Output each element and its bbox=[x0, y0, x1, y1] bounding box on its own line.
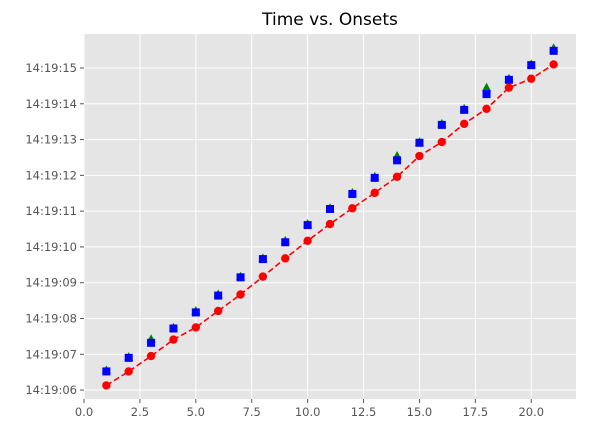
x-tick-label: 15.0 bbox=[407, 405, 433, 419]
x-axis: 0.0 2.5 5.0 7.5 10.0 12.5 15.0 17.5 20.0 bbox=[75, 399, 544, 419]
grid bbox=[83, 34, 576, 399]
y-tick-label: 14:19:08 bbox=[25, 311, 77, 325]
y-tick-label: 14:19:14 bbox=[25, 97, 77, 111]
x-tick-label: 10.0 bbox=[295, 405, 321, 419]
data-point bbox=[281, 254, 290, 263]
data-point bbox=[236, 290, 245, 299]
y-tick-label: 14:19:06 bbox=[25, 383, 77, 397]
data-point bbox=[504, 83, 514, 92]
data-point bbox=[102, 367, 111, 376]
data-point bbox=[437, 120, 446, 129]
y-tick-label: 14:19:12 bbox=[25, 168, 77, 182]
series-layer bbox=[101, 43, 559, 390]
x-tick-label: 12.5 bbox=[351, 405, 377, 419]
data-point bbox=[146, 351, 156, 361]
x-tick-label: 20.0 bbox=[518, 405, 544, 419]
data-point bbox=[482, 82, 492, 92]
data-point bbox=[191, 323, 201, 332]
series-line-red bbox=[105, 63, 555, 387]
x-tick-label: 2.5 bbox=[131, 405, 149, 419]
data-point bbox=[370, 188, 379, 198]
data-point bbox=[147, 338, 156, 347]
data-point bbox=[258, 272, 268, 281]
data-point bbox=[303, 221, 312, 230]
data-point bbox=[392, 172, 402, 181]
data-point bbox=[527, 61, 536, 70]
data-point bbox=[460, 105, 469, 114]
data-point bbox=[236, 273, 245, 282]
data-point bbox=[482, 90, 491, 99]
x-tick-label: 0.0 bbox=[75, 405, 93, 419]
data-point bbox=[504, 75, 513, 84]
data-point bbox=[191, 308, 200, 317]
y-tick-label: 14:19:07 bbox=[25, 347, 77, 361]
data-point bbox=[370, 173, 379, 182]
data-point bbox=[415, 151, 424, 161]
data-point bbox=[124, 353, 133, 362]
data-point bbox=[482, 104, 491, 113]
x-tick-label: 17.5 bbox=[463, 405, 489, 419]
data-point bbox=[393, 156, 402, 165]
plot-area bbox=[84, 34, 576, 399]
data-point bbox=[459, 119, 469, 129]
y-tick-label: 14:19:15 bbox=[25, 61, 77, 75]
y-tick-label: 14:19:11 bbox=[25, 204, 77, 218]
y-tick-label: 14:19:13 bbox=[25, 133, 77, 147]
y-tick-label: 14:19:09 bbox=[25, 276, 77, 290]
data-point bbox=[124, 367, 133, 376]
data-point bbox=[348, 204, 357, 213]
data-point bbox=[169, 335, 178, 344]
y-tick-label: 14:19:10 bbox=[25, 240, 77, 254]
data-point bbox=[213, 306, 223, 316]
data-point bbox=[258, 255, 267, 264]
x-tick-label: 7.5 bbox=[243, 405, 261, 419]
data-point bbox=[348, 189, 357, 198]
data-point bbox=[281, 238, 290, 247]
data-point bbox=[169, 324, 178, 333]
data-point bbox=[527, 74, 536, 83]
series-blue bbox=[102, 46, 558, 376]
data-point bbox=[549, 46, 558, 55]
data-point bbox=[102, 381, 111, 390]
data-point bbox=[214, 291, 223, 300]
x-tick-label: 5.0 bbox=[187, 405, 205, 419]
data-point bbox=[326, 204, 334, 213]
data-point bbox=[303, 236, 312, 246]
data-point bbox=[549, 60, 558, 69]
data-point bbox=[325, 219, 335, 229]
y-axis: 14:19:06 14:19:07 14:19:08 14:19:09 14:19:10… bbox=[25, 61, 84, 397]
data-point bbox=[415, 138, 424, 147]
chart-title: Time vs. Onsets bbox=[261, 10, 398, 30]
series-red bbox=[102, 60, 558, 390]
data-point bbox=[437, 137, 447, 147]
